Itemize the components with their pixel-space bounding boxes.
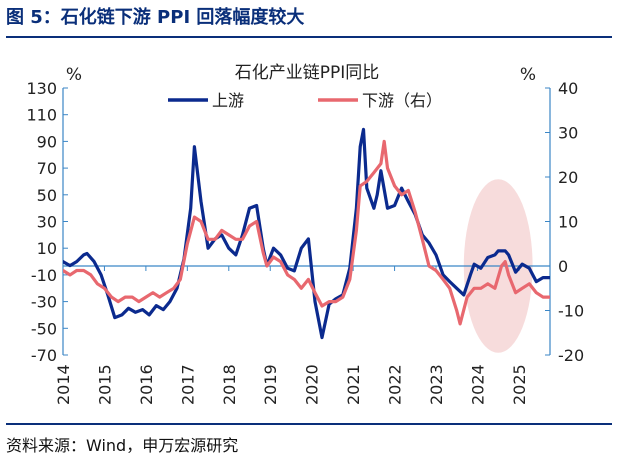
right-tick-label: 20 — [558, 168, 578, 187]
x-tick-label: 2020 — [303, 364, 322, 405]
left-tick-label: 90 — [37, 132, 57, 151]
right-tick-label: 40 — [558, 79, 578, 98]
x-tick-label: 2025 — [510, 364, 529, 405]
x-tick-label: 2021 — [344, 364, 363, 405]
left-tick-label: -10 — [31, 266, 57, 285]
x-tick-label: 2016 — [137, 364, 156, 405]
x-tick-label: 2018 — [220, 364, 239, 405]
left-tick-label: -70 — [31, 346, 57, 365]
right-tick-label: -10 — [558, 302, 584, 321]
source-note: 资料来源：Wind，申万宏源研究 — [6, 436, 239, 455]
top-rule — [6, 36, 612, 38]
x-tick-label: 2019 — [261, 364, 280, 405]
x-tick-label: 2024 — [468, 364, 487, 405]
legend: 上游 下游（右） — [168, 91, 442, 110]
x-tick-label: 2017 — [178, 364, 197, 405]
right-tick-label: 0 — [558, 257, 568, 276]
x-tick-label: 2015 — [95, 364, 114, 405]
figure-title: 图 5：石化链下游 PPI 回落幅度较大 — [6, 7, 305, 28]
x-tick-label: 2022 — [386, 364, 405, 405]
right-tick-label: -20 — [558, 346, 584, 365]
left-tick-label: -50 — [31, 319, 57, 338]
left-tick-label: 10 — [37, 239, 57, 258]
line-downstream — [63, 139, 550, 326]
x-tick-label: 2014 — [54, 364, 73, 405]
chart-title: 石化产业链PPI同比 — [235, 63, 380, 83]
line-upstream — [63, 127, 550, 340]
x-tick-label: 2023 — [427, 364, 446, 405]
left-tick-label: 70 — [37, 159, 57, 178]
left-tick-label: -30 — [31, 293, 57, 312]
legend-label-downstream: 下游（右） — [362, 91, 442, 110]
left-tick-label: 110 — [26, 106, 57, 125]
right-axis-unit: % — [520, 65, 536, 85]
bottom-rule — [6, 423, 612, 425]
legend-label-upstream: 上游 — [212, 91, 244, 110]
left-axis-unit: % — [66, 65, 82, 85]
chart: 130 110 90 70 50 30 10 -10 -30 -50 -70 40 30 20 10 0 -10… — [26, 63, 584, 405]
right-tick-label: 10 — [558, 213, 578, 232]
left-tick-label: 30 — [37, 213, 57, 232]
right-tick-label: 30 — [558, 124, 578, 143]
left-tick-label: 50 — [37, 186, 57, 205]
left-tick-label: 130 — [26, 79, 57, 98]
